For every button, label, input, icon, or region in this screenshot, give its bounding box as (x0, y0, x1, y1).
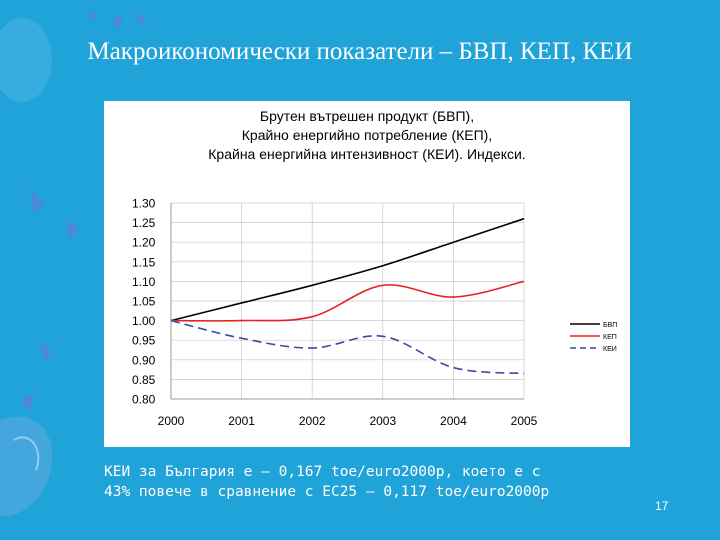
x-tick-label: 2004 (440, 414, 467, 428)
chart-title-line-1: Брутен вътрешен продукт (БВП), (259, 108, 475, 124)
balloon-ribbon-shape (136, 12, 146, 26)
series-line-1 (170, 217, 525, 322)
x-tick-label: 2005 (511, 414, 538, 428)
chart-panel: 1.30 1.25 1.20 1.15 1.10 1.05 1.00 0.95 0.90 0.85… (104, 101, 630, 447)
y-tick-label: 0.80 (132, 393, 156, 407)
balloon-ribbon-shape (112, 14, 124, 30)
y-tick-label: 0.90 (132, 353, 156, 367)
balloon-ribbon-shape (30, 188, 44, 214)
page-number: 17 (655, 499, 669, 513)
y-tick-label: 1.25 (132, 216, 156, 230)
y-tick-label: 1.30 (132, 197, 156, 211)
balloon-ribbon-shape (66, 220, 80, 240)
x-tick-label: 2000 (158, 414, 185, 428)
caption: КЕИ за България е – 0,167 toe/euro2000р,… (104, 462, 644, 502)
line-chart: 1.30 1.25 1.20 1.15 1.10 1.05 1.00 0.95 0.90 0.85… (132, 197, 617, 429)
balloon-ribbon-shape (20, 392, 34, 412)
legend-label-2: КЕП (603, 334, 617, 341)
y-tick-label: 1.10 (132, 275, 156, 289)
balloon-highlight (13, 436, 40, 471)
x-tick-label: 2002 (299, 414, 326, 428)
chart-title-line-3: Крайна енергийна интензивност (КЕИ). Инд… (208, 146, 526, 162)
chart-title-line-2: Крайно енергийно потребление (КЕП), (241, 127, 493, 143)
series-line-3 (170, 319, 525, 375)
y-tick-label: 1.15 (132, 255, 156, 269)
y-tick-label: 0.95 (132, 334, 156, 348)
x-tick-label: 2001 (228, 414, 255, 428)
y-tick-label: 1.20 (132, 236, 156, 250)
balloon-shape (0, 18, 52, 102)
series-line-2 (170, 280, 525, 322)
balloon-shape (0, 416, 53, 517)
balloon-ribbon-shape (40, 340, 52, 362)
legend-label-1: БВП (603, 322, 617, 329)
x-tick-label: 2003 (369, 414, 396, 428)
y-tick-label: 0.85 (132, 373, 156, 387)
balloon-ribbon-shape (88, 8, 96, 22)
legend-label-3: КЕИ (603, 346, 617, 353)
y-tick-label: 1.05 (132, 295, 156, 309)
chart-title: Брутен вътрешен продукт (БВП), Крайно ен… (104, 107, 630, 164)
caption-line-1: КЕИ за България е – 0,167 toe/euro2000р,… (104, 464, 541, 480)
caption-line-2: 43% повече в сравнение с ЕС25 – 0,117 to… (104, 484, 550, 500)
y-tick-label: 1.00 (132, 314, 156, 328)
slide-title: Макроикономически показатели – БВП, КЕП,… (87, 38, 633, 65)
